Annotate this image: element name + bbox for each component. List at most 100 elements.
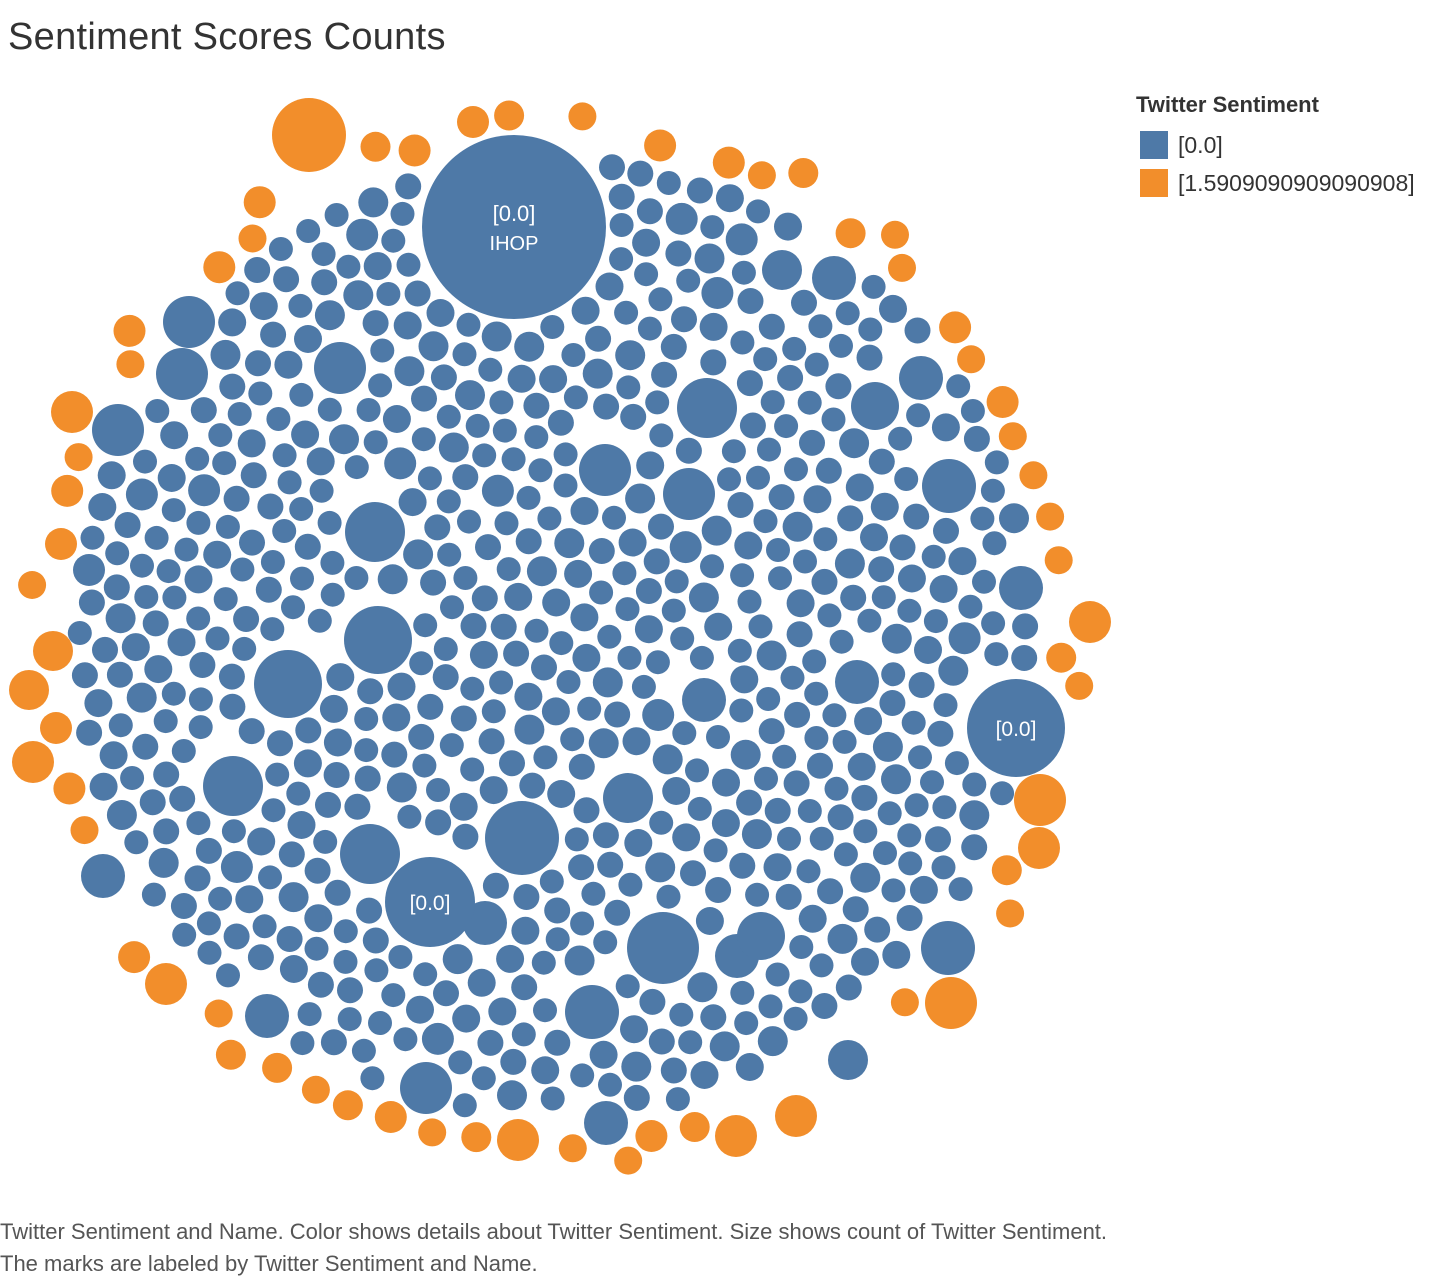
bubble-sentiment-0[interactable] — [73, 554, 105, 586]
bubble-sentiment-0[interactable] — [357, 678, 384, 705]
bubble-sentiment-0[interactable] — [588, 728, 619, 759]
bubble-sentiment-0[interactable] — [851, 382, 899, 430]
bubble-sentiment-0[interactable] — [511, 974, 538, 1001]
bubble-sentiment-0[interactable] — [452, 823, 479, 850]
bubble-sentiment-0[interactable] — [845, 473, 874, 502]
bubble-sentiment-0[interactable] — [80, 525, 105, 550]
bubble-sentiment-0[interactable] — [581, 881, 606, 906]
bubble-sentiment-0[interactable] — [503, 640, 530, 667]
bubble-sentiment-1[interactable] — [243, 186, 276, 219]
bubble-sentiment-0[interactable] — [344, 793, 371, 820]
bubble-sentiment-0[interactable] — [456, 312, 481, 337]
bubble-sentiment-0[interactable] — [609, 213, 634, 237]
bubble-sentiment-0[interactable] — [745, 882, 770, 907]
bubble-sentiment-0[interactable] — [984, 450, 1009, 475]
bubble-sentiment-0[interactable] — [864, 916, 891, 943]
bubble-sentiment-0[interactable] — [636, 451, 665, 480]
bubble-sentiment-0[interactable] — [592, 667, 623, 698]
bubble-sentiment-0[interactable] — [337, 1007, 362, 1032]
bubble-sentiment-0[interactable] — [817, 603, 842, 628]
bubble-sentiment-0[interactable] — [643, 548, 670, 575]
bubble-sentiment-0[interactable] — [623, 1084, 650, 1111]
bubble-sentiment-0[interactable] — [297, 1002, 322, 1027]
bubble-sentiment-0[interactable] — [757, 437, 781, 462]
bubble-sentiment-0[interactable] — [680, 860, 706, 887]
bubble-sentiment-0[interactable] — [139, 789, 166, 816]
bubble-sentiment-0[interactable] — [616, 375, 641, 400]
bubble-sentiment-0[interactable] — [395, 173, 422, 200]
bubble-sentiment-1[interactable] — [9, 670, 49, 710]
bubble-sentiment-0[interactable] — [854, 707, 883, 736]
bubble-sentiment-0[interactable] — [925, 826, 951, 853]
bubble-sentiment-0[interactable] — [156, 559, 181, 584]
bubble-sentiment-0[interactable] — [570, 497, 599, 525]
bubble-sentiment-0[interactable] — [381, 983, 406, 1008]
bubble-sentiment-0[interactable] — [377, 564, 408, 595]
bubble-sentiment-0[interactable] — [999, 503, 1029, 534]
bubble-sentiment-0[interactable] — [320, 582, 345, 607]
bubble-sentiment-0[interactable] — [822, 703, 847, 728]
bubble-sentiment-0[interactable] — [363, 430, 388, 455]
bubble-sentiment-0[interactable] — [621, 1051, 652, 1082]
bubble-sentiment-0[interactable] — [267, 730, 293, 757]
bubble-sentiment-0[interactable] — [450, 705, 477, 732]
bubble-sentiment-0[interactable] — [185, 446, 210, 471]
bubble-sentiment-0[interactable] — [730, 330, 755, 355]
bubble-sentiment-0[interactable] — [660, 333, 687, 360]
bubble-sentiment-0[interactable] — [923, 609, 948, 634]
bubble-sentiment-0[interactable] — [340, 824, 400, 884]
bubble-sentiment-0[interactable] — [406, 995, 434, 1024]
bubble-sentiment-0[interactable] — [362, 927, 389, 954]
bubble-sentiment-0[interactable] — [311, 269, 338, 296]
bubble-sentiment-0[interactable] — [545, 927, 570, 952]
bubble-sentiment-0[interactable] — [120, 766, 145, 790]
bubble-sentiment-0[interactable] — [777, 826, 801, 851]
bubble-sentiment-0[interactable] — [368, 373, 393, 398]
bubble-sentiment-0[interactable] — [363, 252, 392, 281]
bubble-sentiment-0[interactable] — [933, 517, 959, 544]
bubble-sentiment-1[interactable] — [1019, 461, 1048, 490]
bubble-sentiment-0[interactable] — [167, 628, 196, 657]
bubble-sentiment-0[interactable] — [433, 980, 459, 1007]
bubble-sentiment-0[interactable] — [160, 421, 189, 450]
bubble-sentiment-0[interactable] — [203, 540, 232, 569]
bubble-sentiment-0[interactable] — [314, 300, 345, 331]
legend-item-0[interactable]: [0.0] — [1136, 126, 1450, 164]
bubble-sentiment-0[interactable] — [812, 256, 856, 300]
bubble-sentiment-0[interactable] — [489, 390, 514, 415]
bubble-sentiment-0[interactable] — [497, 1080, 527, 1111]
bubble-sentiment-0[interactable] — [804, 681, 829, 706]
bubble-sentiment-0[interactable] — [481, 474, 514, 507]
bubble-sentiment-0[interactable] — [615, 974, 640, 999]
bubble-sentiment-0[interactable] — [796, 859, 821, 884]
bubble-sentiment-0[interactable] — [420, 569, 447, 596]
bubble-sentiment-0[interactable] — [700, 554, 724, 579]
bubble-sentiment-0[interactable] — [544, 1029, 571, 1056]
bubble-sentiment-0[interactable] — [237, 429, 266, 458]
bubble-sentiment-0[interactable] — [682, 678, 726, 722]
bubble-sentiment-0[interactable] — [511, 916, 540, 945]
bubble-sentiment-0[interactable] — [467, 968, 496, 997]
bubble-sentiment-0[interactable] — [99, 741, 128, 770]
bubble-sentiment-0[interactable] — [753, 347, 778, 372]
bubble-sentiment-0[interactable] — [247, 827, 276, 856]
bubble-sentiment-0[interactable] — [163, 296, 215, 348]
bubble-sentiment-0[interactable] — [634, 262, 659, 287]
bubble-sentiment-0[interactable] — [114, 512, 141, 538]
bubble-sentiment-0[interactable] — [897, 598, 922, 623]
bubble-sentiment-1[interactable] — [558, 1134, 587, 1163]
bubble-sentiment-0[interactable] — [904, 793, 929, 818]
bubble-sentiment-0[interactable] — [839, 428, 870, 459]
bubble-sentiment-0[interactable] — [834, 548, 865, 579]
bubble-sentiment-0[interactable] — [188, 687, 213, 712]
bubble-sentiment-1[interactable] — [203, 251, 236, 284]
bubble-sentiment-0[interactable] — [760, 390, 785, 415]
bubble-sentiment-0[interactable] — [570, 911, 595, 936]
bubble-sentiment-0[interactable] — [460, 757, 485, 782]
bubble-sentiment-0[interactable] — [471, 585, 498, 612]
bubble-sentiment-0[interactable] — [326, 663, 355, 692]
bubble-sentiment-0[interactable] — [156, 348, 208, 400]
bubble-sentiment-0[interactable] — [556, 670, 581, 694]
bubble-sentiment-0[interactable] — [648, 1028, 675, 1055]
bubble-sentiment-0[interactable] — [485, 801, 559, 875]
